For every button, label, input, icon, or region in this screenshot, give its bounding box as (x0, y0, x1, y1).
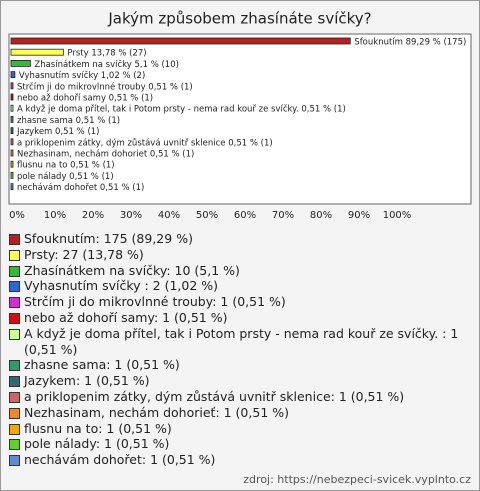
bar (10, 116, 14, 123)
x-tick-label: 20% (82, 210, 104, 221)
legend-swatch (9, 234, 20, 245)
legend-item: Prsty: 27 (13,78 %) (9, 247, 471, 263)
legend-swatch (9, 265, 20, 277)
legend-label: zhasne sama: 1 (0,51 %) (24, 357, 180, 373)
legend-label: Jazykem: 1 (0,51 %) (24, 373, 150, 389)
legend-label: Vyhasnutím svíčky : 2 (1,02 %) (24, 278, 219, 294)
legend-item: Zhasínátkem na svíčky: 10 (5,1 %) (9, 263, 471, 279)
source: zdroj: https://nebezpeci-svicek.vyplnto.… (243, 473, 471, 486)
legend-item: A když je doma přítel, tak i Potom prsty… (9, 326, 471, 358)
legend-item: Strčím ji do mikrovlnné trouby: 1 (0,51 … (9, 294, 471, 310)
legend-swatch (9, 249, 20, 261)
bar (10, 93, 14, 101)
legend-item: Vyhasnutím svíčky : 2 (1,02 %) (9, 278, 471, 294)
bar (10, 60, 31, 67)
legend-item: Nezhasinam, nechám dohorieť: 1 (0,51 %) (9, 405, 471, 421)
x-tick-label: 100% (383, 210, 412, 221)
legend-label: Strčím ji do mikrovlnné trouby: 1 (0,51 … (24, 294, 286, 310)
bar (10, 149, 14, 157)
legend-swatch (9, 391, 20, 403)
bar-label: zhasne sama 0,51 % (1) (17, 116, 120, 126)
legend: Sfouknutím: 175 (89,29 %) Prsty: 27 (13,7… (9, 231, 471, 468)
legend-swatch (9, 360, 20, 372)
bar-label: pole nálady 0,51 % (1) (17, 172, 114, 182)
bar-label: Zhasínátkem na svíčky 5,1 % (10) (34, 59, 179, 70)
legend-swatch (9, 407, 20, 419)
plot-area (8, 33, 472, 205)
legend-swatch (9, 376, 20, 388)
legend-swatch (9, 297, 20, 309)
legend-item: zhasne sama: 1 (0,51 %) (9, 357, 471, 373)
bar-label: Prsty 13,78 % (27) (67, 49, 146, 59)
legend-item: Jazykem: 1 (0,51 %) (9, 373, 471, 389)
bar-label: Jazykem 0,51 % (1) (16, 127, 100, 137)
legend-swatch (9, 328, 20, 340)
bar (10, 48, 64, 56)
legend-label: Zhasínátkem na svíčky: 10 (5,1 %) (24, 262, 240, 278)
bar (10, 104, 14, 112)
bar-label: Sfouknutím 89,29 % (175) (354, 38, 466, 48)
legend-item: flusnu na to: 1 (0,51 %) (9, 421, 471, 437)
x-tick-label: 50% (196, 210, 218, 221)
legend-swatch (9, 312, 20, 324)
bar-label: a priklopenim zátky, dým zůstává uvnitř … (17, 137, 273, 148)
legend-label: nebo až dohoří samy: 1 (0,51 %) (24, 309, 228, 325)
bar (10, 138, 14, 146)
legend-label: pole nálady: 1 (0,51 %) (24, 436, 170, 452)
bar-label: Vyhasnutím svíčky 1,02 % (2) (19, 70, 145, 81)
x-tick-label: 10% (44, 210, 66, 221)
bar-label: Nezhasinam, nechám dohoriet 0,51 % (1) (17, 150, 194, 160)
legend-swatch (9, 455, 20, 467)
bar-label: nechávám dohořet 0,51 % (1) (17, 183, 144, 193)
legend-label: Sfouknutím: 175 (89,29 %) (24, 231, 193, 246)
legend-swatch (9, 281, 20, 293)
legend-item: pole nálady: 1 (0,51 %) (9, 436, 471, 452)
x-tick-label: 0% (9, 210, 25, 221)
legend-label: a priklopenim zátky, dým zůstává uvnitř … (24, 388, 405, 404)
legend-item: Sfouknutím: 175 (89,29 %) (9, 231, 471, 247)
bar (10, 37, 351, 45)
bar-label: nebo až dohoří samy 0,51 % (1) (17, 94, 153, 104)
bar (10, 183, 14, 191)
bar (10, 127, 14, 134)
legend-label: Nezhasinam, nechám dohorieť: 1 (0,51 %) (24, 404, 289, 420)
bar (10, 160, 14, 168)
legend-item: nechávám dohořet: 1 (0,51 %) (9, 452, 471, 468)
legend-swatch (9, 423, 20, 435)
x-tick-label: 60% (234, 210, 256, 221)
bar-label: Strčím ji do mikrovlnné trouby 0,51 % (1… (17, 81, 193, 92)
x-tick-label: 80% (310, 210, 332, 221)
bar (10, 71, 16, 78)
legend-item: a priklopenim zátky, dým zůstává uvnitř … (9, 389, 471, 405)
x-tick-label: 90% (348, 210, 370, 221)
x-tick-label: 30% (120, 210, 142, 221)
bar (10, 82, 14, 90)
bar-label: flusnu na to 0,51 % (1) (17, 161, 115, 171)
legend-label: Prsty: 27 (13,78 %) (24, 246, 144, 262)
chart-title: Jakým způsobem zhasínáte svíčky? (107, 10, 371, 28)
legend-label: A když je doma přítel, tak i Potom prsty… (24, 325, 459, 357)
bar (10, 171, 14, 179)
x-tick-label: 40% (158, 210, 180, 221)
legend-label: nechávám dohořet: 1 (0,51 %) (24, 452, 216, 468)
legend-swatch (9, 439, 20, 451)
legend-label: flusnu na to: 1 (0,51 %) (24, 420, 172, 436)
bar-label: A když je doma přítel, tak i Potom prsty… (17, 104, 346, 115)
x-tick-label: 70% (272, 210, 294, 221)
legend-item: nebo až dohoří samy: 1 (0,51 %) (9, 310, 471, 326)
